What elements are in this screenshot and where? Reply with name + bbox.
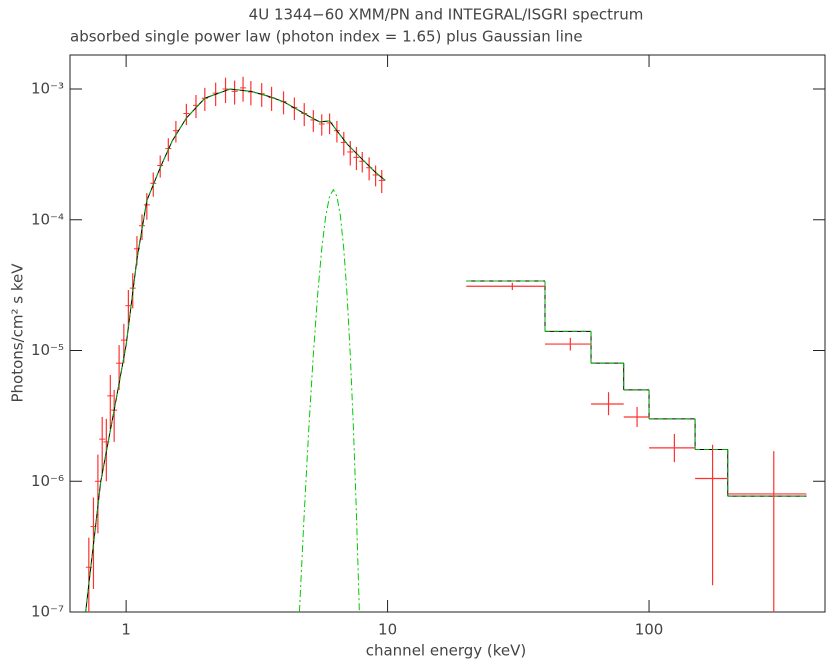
x-tick-label: 100	[635, 621, 664, 639]
gaussian-line	[298, 188, 360, 612]
plot-area	[85, 76, 807, 612]
plot-frame	[69, 54, 826, 613]
y-axis-label: Photons/cm² s keV	[9, 263, 27, 403]
x-axis-label: channel energy (keV)	[366, 642, 527, 660]
chart-title: 4U 1344−60 XMM/PN and INTEGRAL/ISGRI spe…	[249, 6, 644, 24]
y-tick-label: 10⁻³	[31, 80, 64, 98]
model-line	[85, 88, 386, 612]
x-tick-label: 10	[378, 621, 397, 639]
y-tick-label: 10⁻⁵	[31, 341, 64, 359]
x-tick-label: 1	[121, 621, 131, 639]
y-tick-label: 10⁻⁷	[31, 603, 64, 621]
chart-subtitle: absorbed single power law (photon index …	[70, 28, 583, 46]
y-tick-label: 10⁻⁶	[31, 472, 64, 490]
model-line	[85, 88, 386, 612]
y-tick-label: 10⁻⁴	[31, 210, 64, 228]
